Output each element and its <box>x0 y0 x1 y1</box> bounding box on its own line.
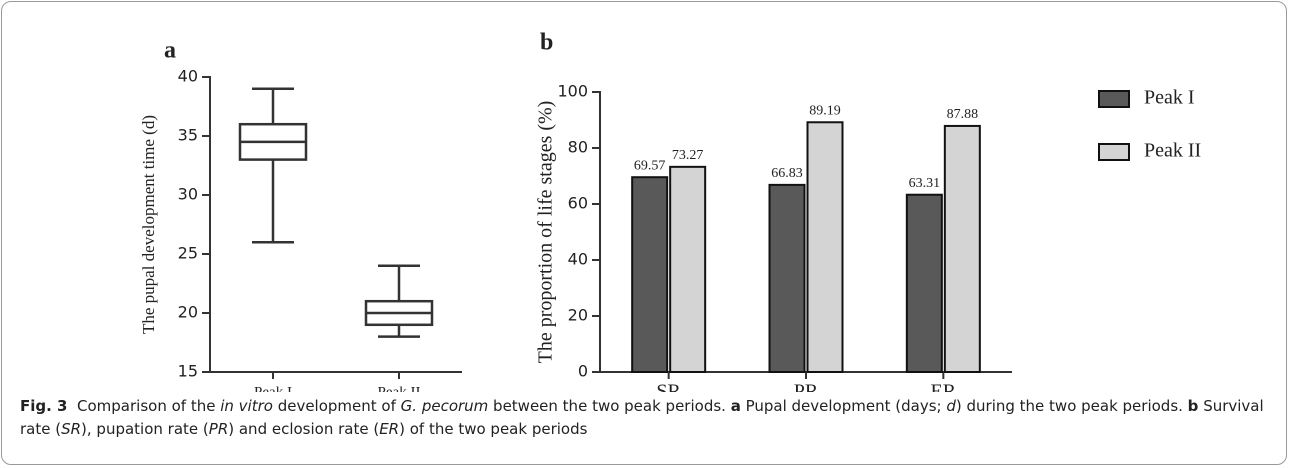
y-tick-label: 15 <box>178 362 198 381</box>
caption-part: ) during the two peak periods. <box>955 397 1188 415</box>
legend-label: Peak II <box>1144 140 1201 162</box>
caption-part: G. pecorum <box>400 397 489 415</box>
bar <box>669 165 707 373</box>
caption-part: Survival rate ( <box>20 397 1269 438</box>
caption-part: Fig. 3 <box>20 397 68 415</box>
caption-part: PR <box>208 420 229 438</box>
value-label: 69.57 <box>634 158 666 173</box>
bar <box>768 183 806 373</box>
x-tick-label: Peak II <box>378 384 421 392</box>
value-label: 73.27 <box>672 148 704 163</box>
y-tick-label: 30 <box>178 185 198 204</box>
x-tick-label: PR <box>794 381 819 392</box>
caption: Fig. 3 Comparison of the in vitro develo… <box>20 395 1265 441</box>
bar <box>631 176 669 373</box>
legend-label: Peak I <box>1144 87 1195 109</box>
caption-part: Comparison of the <box>67 397 221 415</box>
y-tick-label: 40 <box>568 250 588 269</box>
panel-label: a <box>164 38 176 64</box>
caption-part: Pupal development (days; <box>740 397 947 415</box>
value-label: 63.31 <box>909 176 941 191</box>
value-label: 66.83 <box>771 166 803 181</box>
y-tick-label: 80 <box>568 138 588 157</box>
x-tick-label: SR <box>656 381 681 392</box>
x-tick-label: ER <box>931 381 957 392</box>
bar <box>943 124 981 373</box>
value-label: 87.88 <box>947 107 979 122</box>
value-label: 89.19 <box>809 103 841 118</box>
x-tick-label: Peak I <box>254 384 292 392</box>
caption-part: between the two peak periods. <box>488 397 731 415</box>
y-tick-label: 100 <box>557 82 588 101</box>
bar <box>806 121 844 373</box>
panel-label: b <box>540 30 553 56</box>
y-tick-label: 20 <box>568 306 588 325</box>
caption-part: ) and eclosion rate ( <box>228 420 380 438</box>
caption-part: ER <box>379 420 400 438</box>
chart: a The pupal development time (d) 15 20 25 30 3… <box>139 30 1201 393</box>
bar <box>905 193 943 373</box>
legend-swatch <box>1098 143 1130 161</box>
caption-part: ) of the two peak periods <box>399 420 588 438</box>
caption-part: in vitro <box>220 397 273 415</box>
y-axis-label: The proportion of life stages (%) <box>535 101 557 364</box>
y-tick-label: 40 <box>178 67 198 86</box>
caption-part: d <box>946 397 956 415</box>
legend-swatch <box>1098 90 1130 108</box>
caption-part: SR <box>61 420 82 438</box>
y-tick-label: 35 <box>178 126 198 145</box>
y-tick-label: 0 <box>578 362 588 381</box>
y-tick-label: 60 <box>568 194 588 213</box>
caption-part: a <box>730 397 741 415</box>
y-tick-label: 25 <box>178 244 198 263</box>
caption-part: b <box>1187 397 1199 415</box>
y-tick-label: 20 <box>178 303 198 322</box>
caption-part: development of <box>272 397 401 415</box>
caption-part: ), pupation rate ( <box>81 420 209 438</box>
y-axis-label: The pupal development time (d) <box>139 115 158 334</box>
